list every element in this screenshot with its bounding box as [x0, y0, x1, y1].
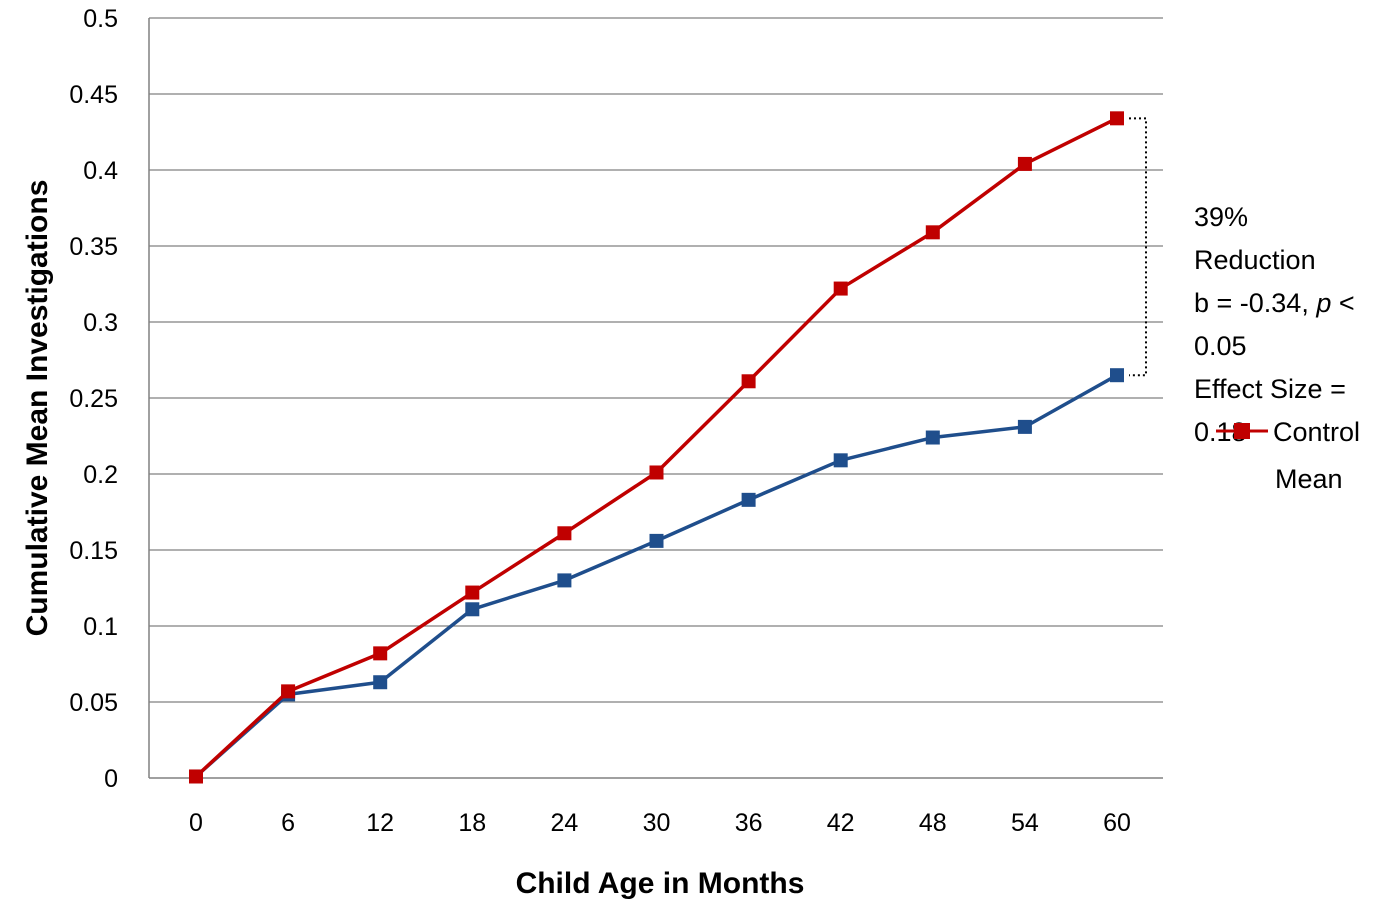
data-point	[557, 573, 572, 588]
reduction-annotation: 39% Reduction b = -0.34, p < 0.05 Effect…	[1194, 202, 1355, 447]
annotation-line-2: Reduction	[1194, 245, 1316, 275]
x-axis-title: Child Age in Months	[516, 867, 805, 900]
series-0	[189, 111, 1124, 784]
annotation-b-value: b = -0.34,	[1194, 288, 1316, 318]
data-point	[1110, 111, 1124, 126]
data-point	[1110, 368, 1124, 383]
data-point	[1017, 156, 1032, 171]
legend: Control Mean	[1216, 417, 1360, 494]
annotation-p-comparator: <	[1331, 288, 1354, 318]
x-tick-label: 6	[281, 809, 295, 837]
y-tick-label: 0	[104, 765, 118, 793]
y-tick-label: 0.05	[69, 689, 118, 717]
data-point	[649, 465, 664, 480]
legend-label-line-2: Mean	[1275, 464, 1343, 494]
data-point	[373, 646, 388, 661]
x-tick-label: 0	[189, 809, 203, 837]
data-point	[741, 374, 756, 389]
data-point	[833, 281, 848, 296]
y-tick-label: 0.2	[83, 461, 118, 489]
y-tick-label: 0.1	[83, 613, 118, 641]
gridlines	[149, 17, 1163, 703]
y-tick-label: 0.35	[69, 233, 118, 261]
legend-marker-control	[1234, 423, 1250, 439]
y-tick-label: 0.3	[83, 309, 118, 337]
series-1	[189, 368, 1124, 784]
data-point	[557, 526, 572, 541]
legend-label-line-1: Control	[1273, 417, 1360, 447]
y-tick-label: 0.45	[69, 81, 118, 109]
data-point	[649, 533, 664, 548]
x-tick-label: 36	[735, 809, 763, 837]
x-tick-label: 12	[366, 809, 394, 837]
x-tick-label: 60	[1103, 809, 1131, 837]
data-point	[925, 430, 940, 445]
y-tick-label: 0.4	[83, 157, 118, 185]
data-point	[833, 453, 848, 468]
x-tick-label: 48	[919, 809, 947, 837]
series-line	[194, 116, 1118, 778]
x-tick-label: 54	[1011, 809, 1039, 837]
y-axis-title: Cumulative Mean Investigations	[21, 180, 54, 637]
axes	[148, 18, 1163, 779]
data-point	[741, 492, 756, 507]
y-tick-labels: 0 0.05 0.1 0.15 0.2 0.25 0.3 0.35 0.4 0.45 0.5	[69, 5, 118, 793]
data-point	[1017, 419, 1032, 434]
data-point	[281, 684, 296, 699]
x-tick-label: 42	[827, 809, 855, 837]
annotation-line-5: Effect Size =	[1194, 374, 1346, 404]
y-tick-label: 0.15	[69, 537, 118, 565]
data-point	[373, 675, 388, 690]
data-point	[465, 585, 480, 600]
series-line	[194, 373, 1118, 778]
x-tick-label: 24	[550, 809, 578, 837]
data-point	[465, 602, 480, 617]
annotation-line-3: b = -0.34, p <	[1194, 288, 1355, 318]
difference-bracket	[1129, 117, 1147, 377]
x-tick-label: 30	[643, 809, 671, 837]
x-tick-label: 18	[458, 809, 486, 837]
x-tick-labels: 0 6 12 18 24 30 36 42 48 54 60	[189, 809, 1131, 837]
annotation-line-4: 0.05	[1194, 331, 1247, 361]
series-group	[189, 111, 1124, 784]
y-tick-label: 0.5	[83, 5, 118, 33]
data-point	[189, 769, 203, 784]
annotation-p-symbol: p	[1315, 288, 1331, 318]
data-point	[925, 225, 940, 240]
annotation-line-1: 39%	[1194, 202, 1248, 232]
y-tick-label: 0.25	[69, 385, 118, 413]
